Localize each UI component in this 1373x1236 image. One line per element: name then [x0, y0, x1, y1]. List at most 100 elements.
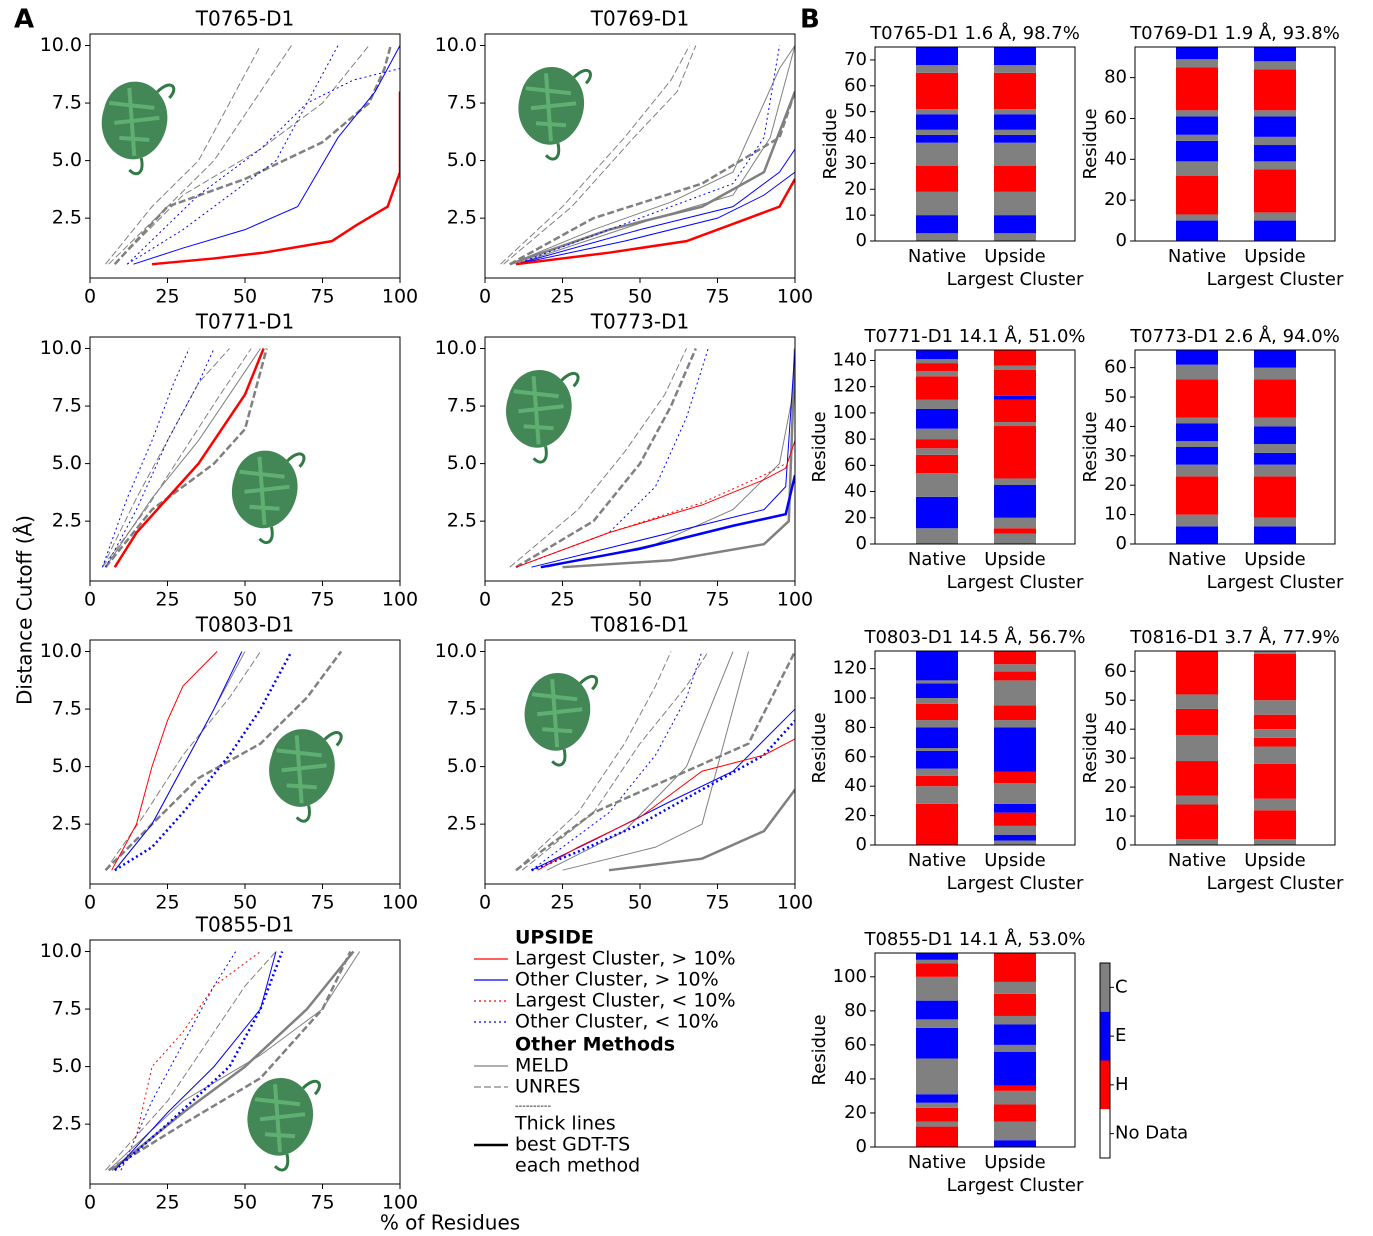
data-line — [509, 91, 795, 266]
y-tick-label: 5.0 — [447, 452, 477, 474]
y-tick-label: 7.5 — [52, 395, 82, 417]
protein-strand — [531, 679, 583, 748]
data-line — [509, 45, 795, 265]
protein-image — [518, 67, 592, 161]
plot-frame — [89, 939, 401, 1185]
y-tick-label: 20 — [844, 805, 867, 826]
bar-segment — [1176, 161, 1218, 176]
data-line — [105, 651, 261, 871]
x-axis-label: Largest Cluster — [947, 572, 1084, 593]
bar-segment — [916, 1027, 958, 1059]
bar-segment — [1254, 464, 1296, 477]
bar-segment — [1254, 763, 1296, 799]
bar-segment — [1254, 444, 1296, 453]
x-tick-label: 75 — [310, 892, 334, 914]
bar-segment — [916, 1102, 958, 1108]
bar-segment — [994, 727, 1036, 772]
y-tick-label: 80 — [844, 716, 867, 737]
bar-segment — [994, 134, 1036, 143]
data-line — [104, 650, 343, 872]
bar-segment — [916, 233, 958, 241]
y-tick-label: 20 — [1104, 189, 1127, 210]
x-tick-label: 50 — [233, 1192, 257, 1214]
data-line — [110, 950, 355, 1172]
bar-segment — [994, 1024, 1036, 1045]
protein-strand — [109, 87, 160, 157]
y-tick-label: 20 — [844, 178, 867, 199]
bar-segment — [1254, 526, 1296, 544]
panel-label: A — [14, 5, 34, 35]
y-tick-label: 60 — [1104, 107, 1127, 128]
x-tick-label: Native — [908, 246, 966, 267]
y-tick-label: 100 — [833, 966, 867, 987]
y-tick-label: 5.0 — [447, 149, 477, 171]
bar-segment — [916, 129, 958, 135]
x-tick-label: 0 — [479, 589, 491, 611]
colorbar-frame — [1099, 962, 1111, 1159]
y-tick-label: 10.0 — [40, 640, 82, 662]
bar-segment — [916, 109, 958, 115]
x-axis-label: Largest Cluster — [1207, 269, 1344, 290]
y-tick-label: 40 — [1104, 148, 1127, 169]
protein-loop — [273, 1079, 321, 1172]
x-tick-label: 25 — [155, 589, 179, 611]
x-tick-label: 100 — [777, 286, 813, 308]
y-tick-label: 10 — [844, 204, 867, 225]
bar-segment — [994, 129, 1036, 135]
chart-title: T0771-D1 14.1 Å, 51.0% — [863, 325, 1085, 347]
y-tick-label: 10.0 — [435, 337, 477, 359]
bar-segment — [916, 454, 958, 474]
bar-segment — [994, 369, 1036, 396]
bar-segment — [916, 114, 958, 130]
data-line — [515, 440, 795, 568]
bar-segment — [994, 651, 1036, 665]
chart-title: T0765-D1 1.6 Å, 98.7% — [869, 22, 1080, 44]
x-tick-label: 50 — [628, 892, 652, 914]
x-tick-label: 0 — [479, 892, 491, 914]
bar-segment — [916, 134, 958, 143]
bar-segment — [1254, 700, 1296, 715]
bar-segment — [994, 1104, 1036, 1122]
protein-image — [247, 1077, 321, 1172]
y-tick-label: 60 — [844, 746, 867, 767]
bar-segment — [1176, 694, 1218, 709]
bar-segment — [994, 517, 1036, 529]
bar-segment — [994, 65, 1036, 73]
y-tick-label: 2.5 — [447, 813, 477, 835]
bar-segment — [916, 1019, 958, 1028]
x-tick-label: 25 — [550, 892, 574, 914]
data-line — [105, 951, 277, 1171]
bar-segment — [1176, 795, 1218, 805]
chart-title: T0769-D1 — [590, 7, 689, 31]
protein-loop — [551, 674, 599, 767]
x-tick-label: Native — [1168, 549, 1226, 570]
x-tick-label: 100 — [382, 892, 418, 914]
data-line — [105, 348, 261, 568]
y-tick-label: 20 — [844, 1102, 867, 1123]
colorbar-label: C — [1115, 976, 1128, 997]
bar-segment — [1176, 67, 1218, 111]
protein-loop — [128, 83, 176, 176]
bar-segment — [1254, 729, 1296, 738]
protein-strand — [276, 735, 327, 804]
protein-loop — [295, 731, 343, 823]
data-line — [500, 45, 691, 265]
bar-segment — [1176, 110, 1218, 117]
bar-segment — [1176, 140, 1218, 162]
y-tick-label: 50 — [1104, 689, 1127, 710]
bar-segment — [994, 771, 1036, 784]
bar-segment — [916, 683, 958, 699]
plot-lines — [509, 348, 795, 569]
x-tick-label: 50 — [233, 589, 257, 611]
bar-segment — [1254, 426, 1296, 445]
x-axis-label: Largest Cluster — [1207, 873, 1344, 894]
y-tick-label: 70 — [844, 49, 867, 70]
plot-lines — [104, 650, 343, 872]
bar-segment — [916, 720, 958, 728]
y-tick-label: 5.0 — [447, 755, 477, 777]
x-tick-label: 50 — [233, 286, 257, 308]
y-tick-label: 5.0 — [52, 1055, 82, 1077]
bar-segment — [1254, 653, 1296, 701]
x-tick-label: Upside — [984, 850, 1045, 871]
bar-segment — [1176, 59, 1218, 68]
